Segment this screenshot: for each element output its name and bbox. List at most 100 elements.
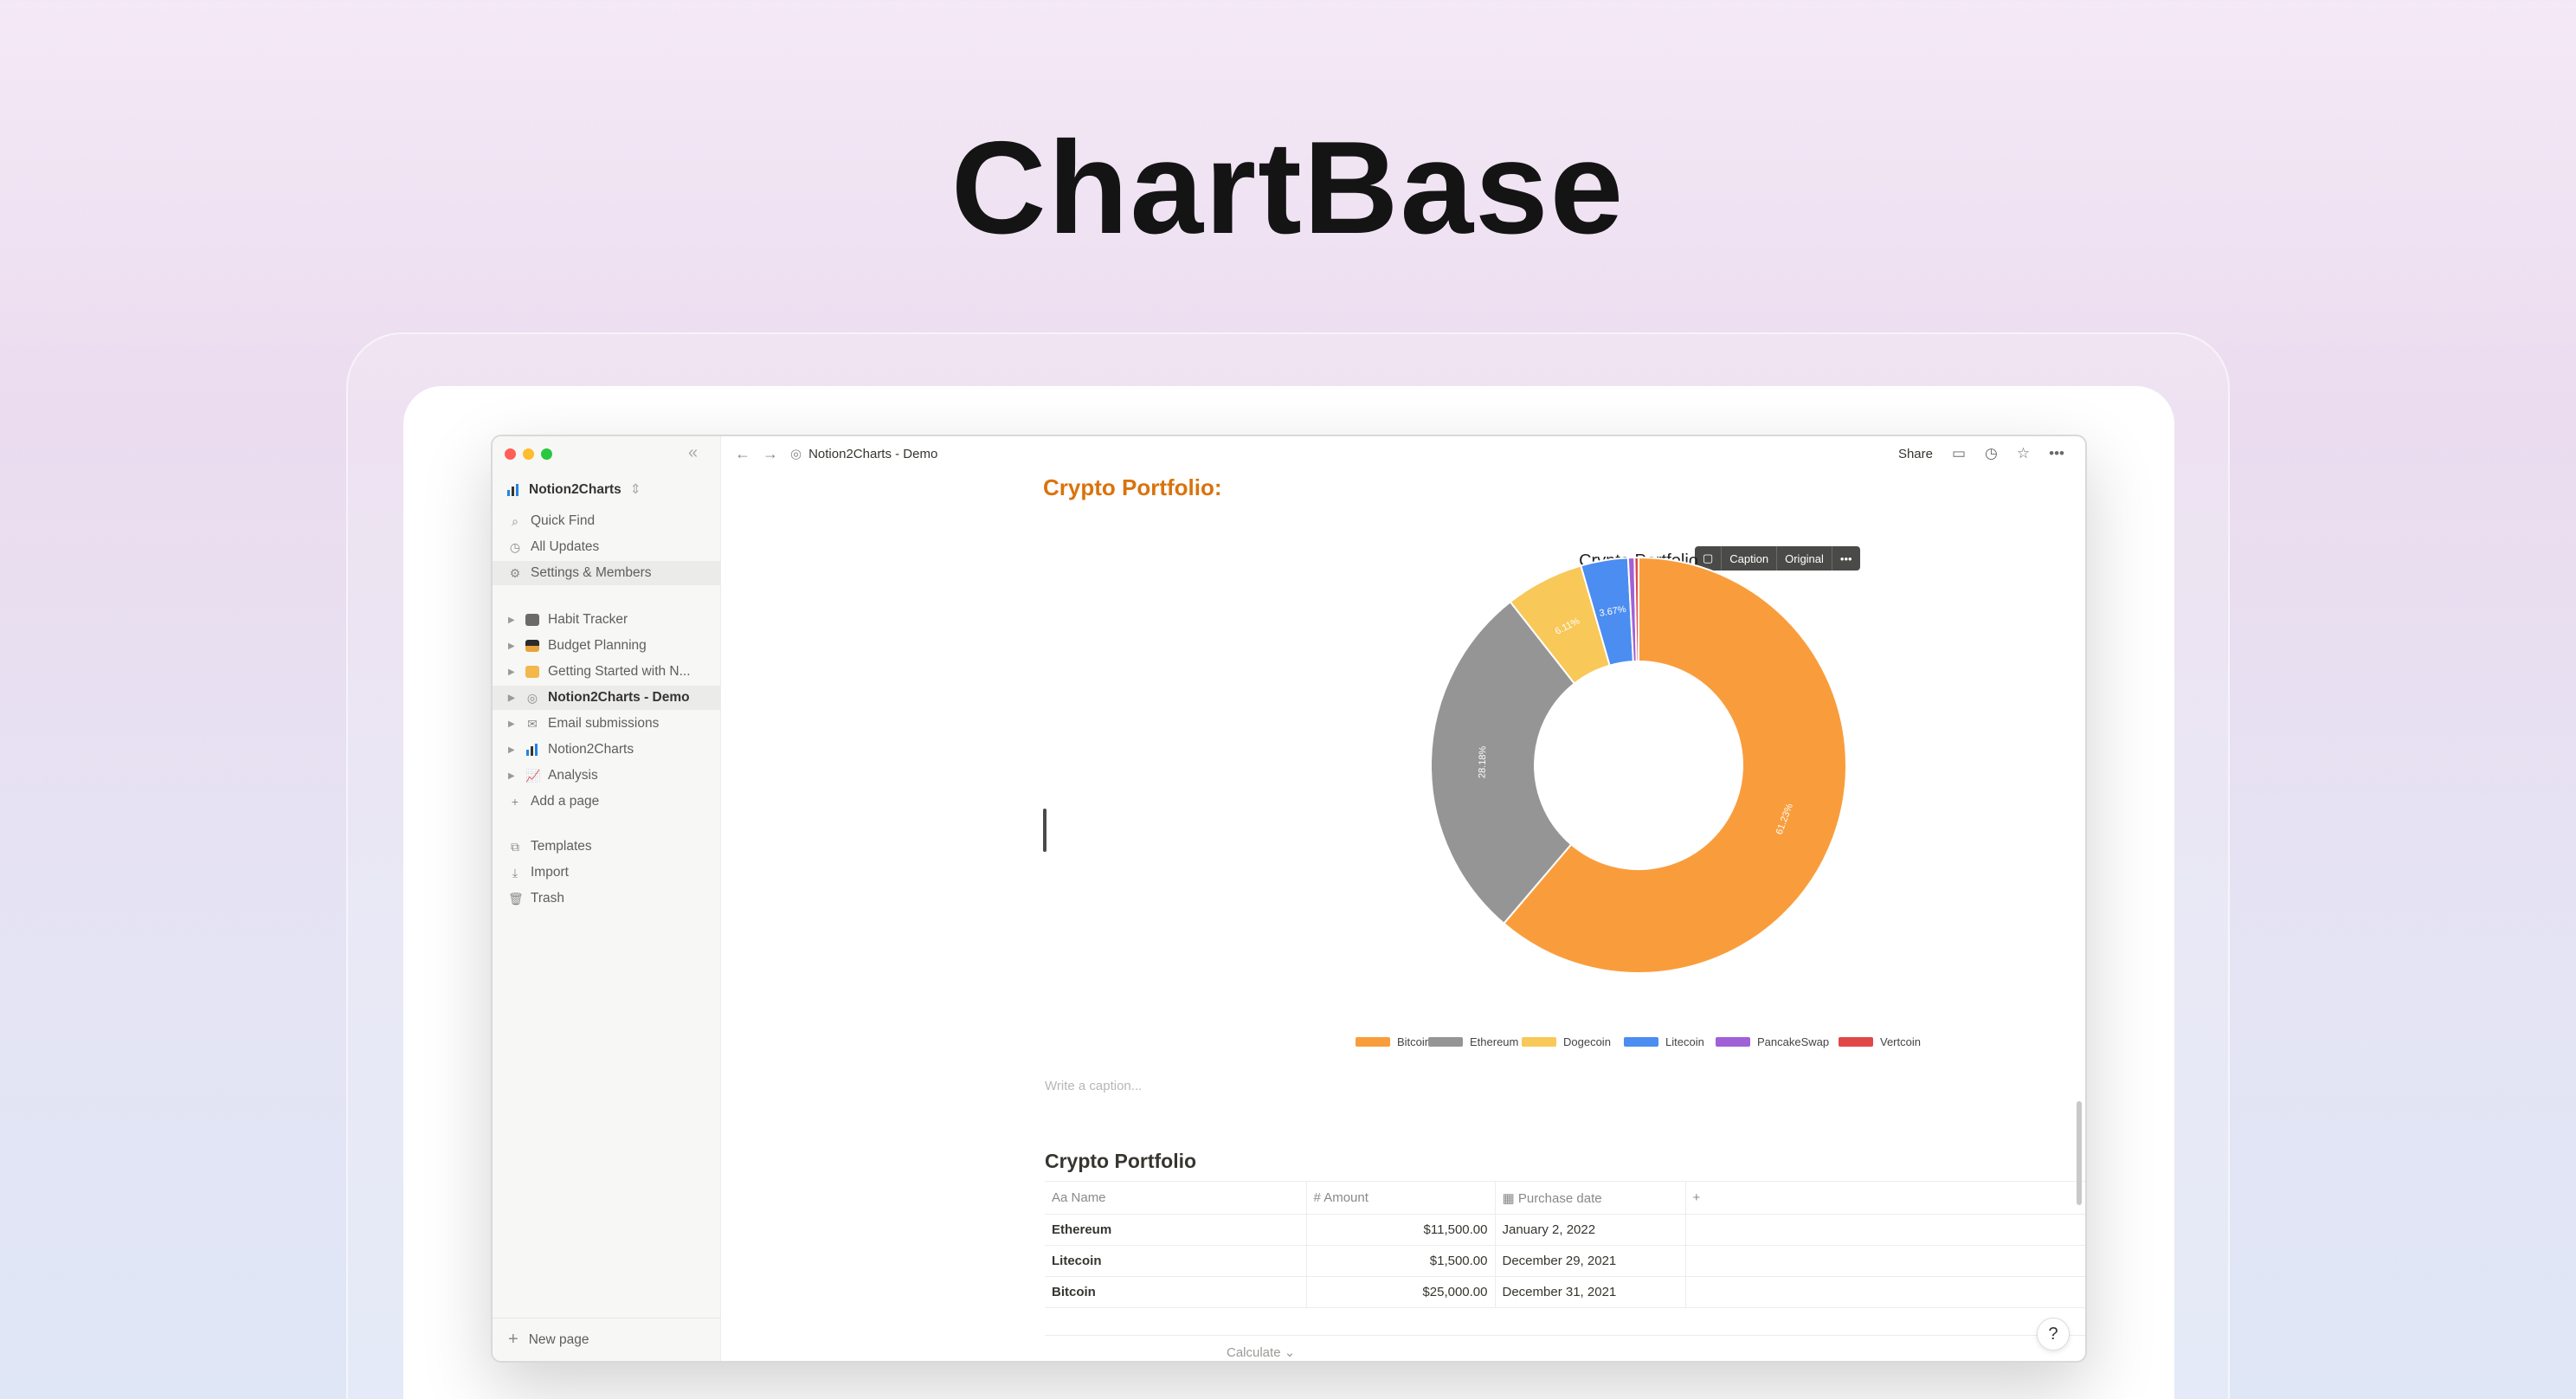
expand-triangle-icon[interactable]: ▶ (508, 615, 515, 625)
collapse-sidebar-icon[interactable]: « (688, 443, 699, 462)
table-row[interactable]: Ethereum $11,500.00 January 2, 2022 (1045, 1214, 2085, 1246)
trash-icon: 🗑 (508, 891, 524, 906)
cell-name[interactable]: Bitcoin (1045, 1276, 1306, 1308)
cell-amount[interactable]: $11,500.00 (1305, 1214, 1495, 1246)
cell-date[interactable]: January 2, 2022 (1494, 1214, 1685, 1246)
sidebar-item-budget-planning[interactable]: ▶ Budget Planning (493, 634, 721, 658)
column-header-label: Purchase date (1517, 1190, 1602, 1206)
chart-logo-icon (507, 483, 518, 496)
sidebar-item-trash[interactable]: 🗑 Trash (493, 886, 721, 911)
cell-date[interactable]: December 29, 2021 (1494, 1245, 1685, 1277)
sidebar-item-label: Trash (531, 891, 565, 906)
legend-label-dogecoin[interactable]: Dogecoin (1563, 1035, 1611, 1048)
calendar-page-icon (525, 614, 539, 626)
nav-arrows: ← → (735, 445, 778, 463)
column-header-amount[interactable]: # Amount (1305, 1181, 1495, 1215)
scrollbar[interactable] (2077, 1101, 2082, 1205)
sidebar-item-templates[interactable]: ⧉ Templates (493, 835, 721, 859)
sidebar-item-add-page[interactable]: + Add a page (493, 790, 721, 814)
history-icon[interactable]: ◷ (1985, 445, 1998, 461)
plus-icon: + (511, 795, 519, 809)
back-arrow-icon[interactable]: ← (735, 444, 750, 462)
clock-icon: ◷ (509, 539, 521, 554)
legend-label-bitcoin[interactable]: Bitcoin (1397, 1035, 1431, 1048)
star-icon[interactable]: ☆ (2016, 445, 2031, 461)
table-row[interactable]: Litecoin $1,500.00 December 29, 2021 (1045, 1245, 2085, 1277)
expand-triangle-icon[interactable]: ▶ (508, 719, 515, 729)
sidebar-item-label: Getting Started with N... (548, 664, 691, 679)
help-button[interactable]: ? (2037, 1318, 2070, 1351)
workspace-switcher[interactable]: Notion2Charts ⇕ (506, 481, 641, 498)
calculate-button[interactable]: Calculate (1227, 1345, 1281, 1360)
forward-arrow-icon[interactable]: → (763, 444, 778, 462)
mail-page-icon: ✉ (527, 716, 538, 731)
cell-name[interactable]: Litecoin (1045, 1245, 1306, 1277)
expand-triangle-icon[interactable]: ▶ (508, 770, 515, 781)
calculate-row: Calculate ⌄ (1045, 1335, 2085, 1360)
sidebar-item-analysis[interactable]: ▶ 📈 Analysis (493, 764, 721, 788)
templates-icon: ⧉ (511, 839, 519, 854)
pie-slice-bitcoin[interactable] (1502, 556, 1847, 974)
expand-triangle-icon[interactable]: ▶ (508, 745, 515, 755)
sidebar-item-all-updates[interactable]: ◷ All Updates (493, 535, 721, 559)
sidebar-item-getting-started[interactable]: ▶ Getting Started with N... (493, 660, 721, 684)
pie-slice-vertcoin[interactable] (1633, 556, 1639, 663)
new-page-button[interactable]: + New page (493, 1318, 721, 1361)
sidebar-item-email-submissions[interactable]: ▶ ✉ Email submissions (493, 712, 721, 736)
column-header-date[interactable]: ▦ Purchase date (1494, 1181, 1685, 1215)
close-window-button[interactable] (505, 448, 516, 460)
legend-label-vertcoin[interactable]: Vertcoin (1880, 1035, 1921, 1048)
zoom-window-button[interactable] (541, 448, 552, 460)
caption-input[interactable]: Write a caption... (1045, 1079, 1143, 1093)
chart-more-button[interactable]: ••• (1839, 551, 1852, 565)
pie-slice-ethereum[interactable] (1430, 600, 1576, 925)
cell-amount[interactable]: $25,000.00 (1305, 1276, 1495, 1308)
original-button[interactable]: Original (1777, 546, 1832, 571)
more-icon[interactable]: ••• (2049, 445, 2064, 461)
data-label-ethereum: 28.18% (1478, 745, 1489, 778)
expand-triangle-icon[interactable]: ▶ (508, 641, 515, 651)
legend-label-ethereum[interactable]: Ethereum (1470, 1035, 1518, 1048)
cell-date[interactable]: December 31, 2021 (1494, 1276, 1685, 1308)
breadcrumb[interactable]: ◎ Notion2Charts - Demo (790, 446, 938, 462)
legend-swatch-dogecoin (1522, 1037, 1556, 1047)
legend-label-pancakeswap[interactable]: PancakeSwap (1757, 1035, 1829, 1048)
app-window: « Notion2Charts ⇕ ⌕ Quick Find ◷ All Upd… (491, 435, 2087, 1363)
caption-icon-button[interactable]: ▢ (1695, 546, 1723, 571)
sidebar-item-label: Notion2Charts (548, 742, 634, 757)
sidebar-item-quick-find[interactable]: ⌕ Quick Find (493, 509, 721, 533)
sidebar-item-label: All Updates (531, 539, 600, 554)
add-column-button[interactable]: + (1684, 1181, 2085, 1215)
breadcrumb-label: Notion2Charts - Demo (808, 446, 938, 461)
column-header-label: Amount (1323, 1190, 1368, 1205)
topbar-actions: Share ▭ ◷ ☆ ••• (1898, 436, 2064, 471)
minimize-window-button[interactable] (523, 448, 534, 460)
cell-empty (1684, 1245, 2085, 1277)
cell-name[interactable]: Ethereum (1045, 1214, 1306, 1246)
cell-empty (1684, 1276, 2085, 1308)
column-header-label: Name (1071, 1190, 1106, 1205)
caption-button[interactable]: Caption (1722, 546, 1778, 571)
share-button[interactable]: Share (1897, 446, 1933, 461)
sidebar-item-habit-tracker[interactable]: ▶ Habit Tracker (493, 608, 721, 632)
sidebar-item-label: Budget Planning (548, 638, 647, 653)
sidebar-item-import[interactable]: ⤓ Import (493, 861, 721, 885)
legend-swatch-ethereum (1428, 1037, 1463, 1047)
sidebar-item-notion2charts-demo[interactable]: ▶ ◎ Notion2Charts - Demo (493, 686, 721, 710)
data-label-litecoin: 3.67% (1599, 604, 1627, 619)
table-row[interactable]: Bitcoin $25,000.00 December 31, 2021 (1045, 1276, 2085, 1308)
expand-triangle-icon[interactable]: ▶ (508, 667, 515, 677)
sidebar-item-label: Add a page (531, 794, 600, 809)
expand-triangle-icon[interactable]: ▶ (508, 693, 515, 703)
sidebar-item-settings[interactable]: ⚙ Settings & Members (493, 561, 721, 585)
column-header-name[interactable]: Aa Name (1045, 1181, 1306, 1215)
comment-icon[interactable]: ▭ (1951, 445, 1967, 461)
database-title: Crypto Portfolio (1045, 1150, 1197, 1172)
resize-handle-left[interactable] (1043, 809, 1046, 852)
hero-title: ChartBase (950, 114, 1626, 261)
sidebar-item-notion2charts[interactable]: ▶ Notion2Charts (493, 738, 721, 762)
cell-amount[interactable]: $1,500.00 (1305, 1245, 1495, 1277)
legend-label-litecoin[interactable]: Litecoin (1665, 1035, 1704, 1048)
sidebar-item-label: Habit Tracker (548, 612, 628, 627)
plus-icon: + (508, 1330, 518, 1349)
